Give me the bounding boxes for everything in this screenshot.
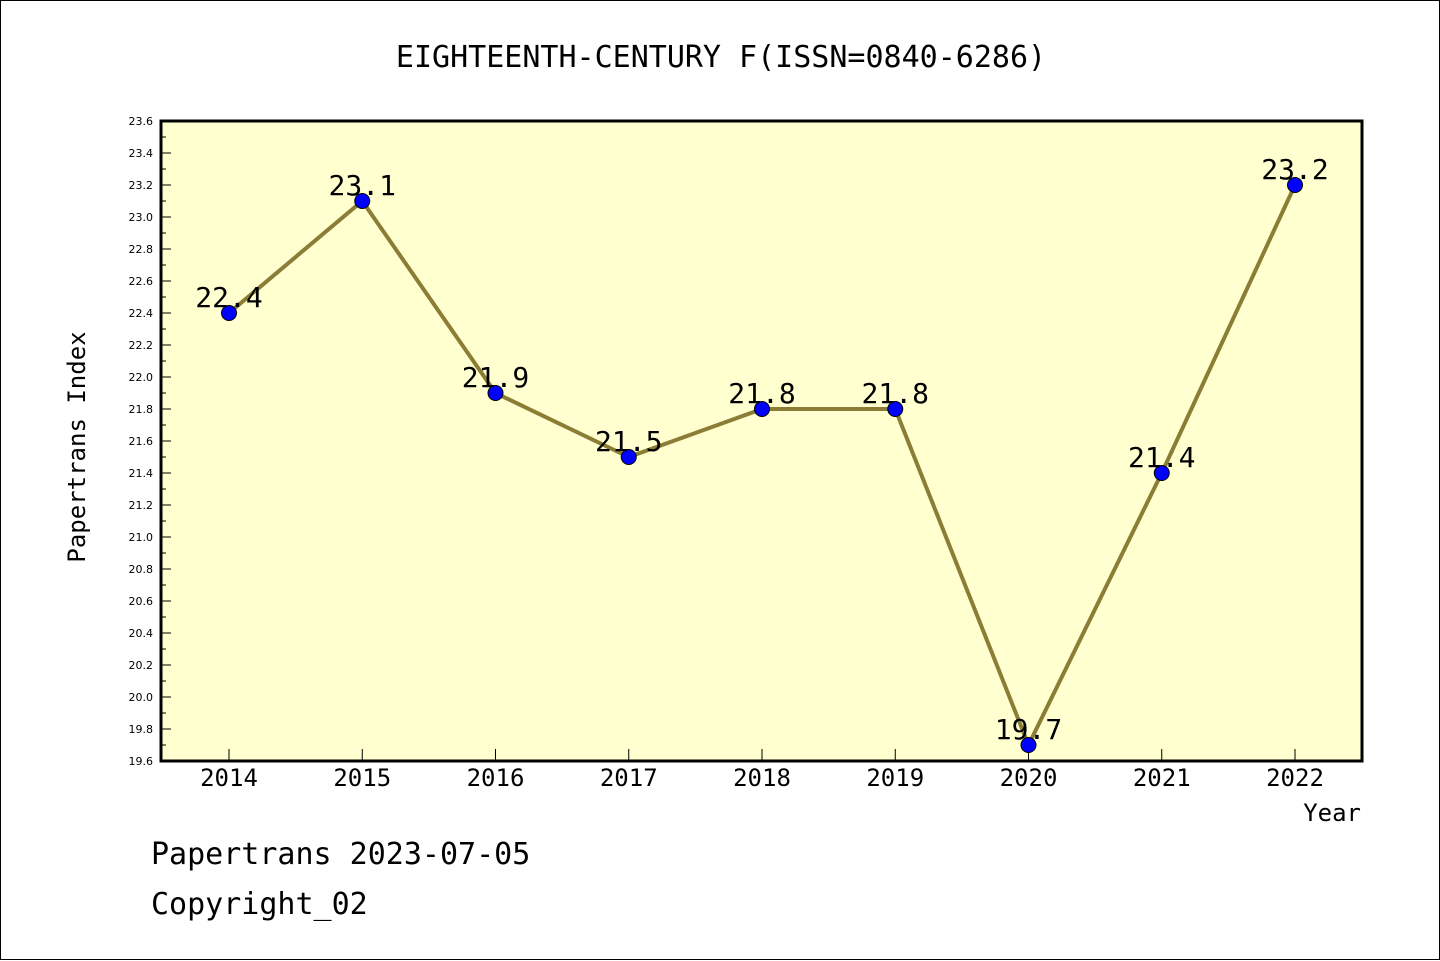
footer-date: Papertrans 2023-07-05 <box>151 837 531 872</box>
data-label: 23.1 <box>329 169 396 202</box>
data-point <box>354 193 371 209</box>
y-tick-label: 22.0 <box>129 371 154 384</box>
data-label: 21.4 <box>1128 441 1195 474</box>
data-point <box>1287 177 1303 193</box>
x-axis-title: Year <box>1303 799 1361 827</box>
y-tick-label: 20.2 <box>129 659 154 672</box>
x-tick-label: 2017 <box>600 764 658 792</box>
x-tick-label: 2022 <box>1266 764 1324 792</box>
y-tick-label: 20.8 <box>129 563 154 576</box>
y-tick-label: 22.4 <box>129 307 154 320</box>
y-tick-label: 22.2 <box>129 339 154 352</box>
data-label: 23.2 <box>1261 153 1328 186</box>
plot-area <box>159 119 1364 763</box>
data-point <box>221 305 237 321</box>
chart-title: EIGHTEENTH-CENTURY F(ISSN=0840-6286) <box>396 40 1046 75</box>
x-tick-label: 2019 <box>866 764 924 792</box>
x-tick-label: 2014 <box>200 764 258 792</box>
data-point <box>887 401 904 417</box>
series-group: 22.4 23.1 21.9 21.5 21.8 21.8 19.7 21.4 23.2 <box>195 153 1329 753</box>
x-tick-label: 2021 <box>1133 764 1191 792</box>
y-tick-label: 19.8 <box>129 723 154 736</box>
x-tick-label: 2020 <box>1000 764 1058 792</box>
data-label: 22.4 <box>195 281 262 314</box>
x-tick-label: 2016 <box>467 764 525 792</box>
y-tick-label: 19.6 <box>129 755 154 768</box>
y-tick-label: 20.0 <box>129 691 154 704</box>
y-tick-label: 23.2 <box>129 179 154 192</box>
y-axis-ticks: 19.6 19.8 20.0 20.2 20.4 20.6 20.8 21.0 21.2 21.4… <box>129 115 171 768</box>
data-label: 21.8 <box>862 377 929 410</box>
y-tick-label: 22.6 <box>129 275 154 288</box>
y-tick-label: 21.2 <box>129 499 154 512</box>
data-point <box>487 385 504 401</box>
data-label: 21.8 <box>728 377 795 410</box>
y-tick-label: 20.4 <box>129 627 154 640</box>
y-tick-label: 23.4 <box>129 147 154 160</box>
data-label: 21.9 <box>462 361 529 394</box>
y-tick-label: 23.6 <box>129 115 154 128</box>
y-tick-label: 21.8 <box>129 403 154 416</box>
data-point <box>1020 737 1037 753</box>
y-tick-label: 20.6 <box>129 595 154 608</box>
data-point <box>620 449 637 465</box>
data-point <box>1153 465 1170 481</box>
y-tick-label: 21.4 <box>129 467 154 480</box>
footer-copyright: Copyright_02 <box>151 887 368 922</box>
data-label: 21.5 <box>595 425 662 458</box>
data-point <box>754 401 770 417</box>
y-tick-label: 22.8 <box>129 243 154 256</box>
data-label: 19.7 <box>995 713 1062 746</box>
x-tick-label: 2015 <box>333 764 391 792</box>
x-tick-label: 2018 <box>733 764 791 792</box>
y-tick-label: 23.0 <box>129 211 154 224</box>
y-tick-label: 21.6 <box>129 435 154 448</box>
y-axis-title: Papertrans Index <box>63 331 91 562</box>
y-tick-label: 21.0 <box>129 531 154 544</box>
x-axis-ticks: 2014 2015 2016 2017 2018 2019 2020 2021 2022 <box>200 749 1324 792</box>
